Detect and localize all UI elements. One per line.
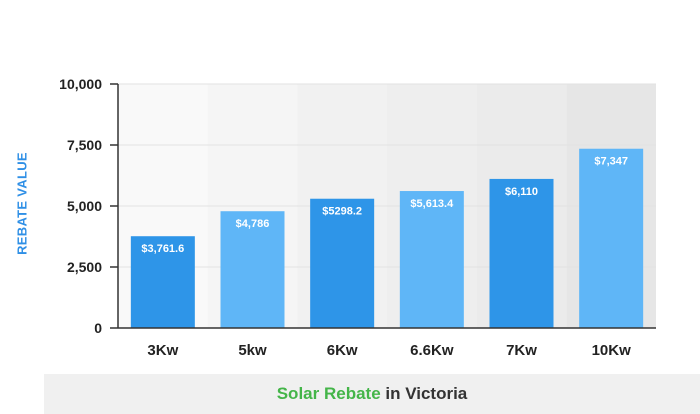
bar xyxy=(399,191,464,328)
bar xyxy=(310,198,375,328)
y-tick-label: 10,000 xyxy=(59,76,102,92)
data-label: $3,761.6 xyxy=(141,243,184,255)
x-tick-label: 3Kw xyxy=(147,342,178,359)
data-label: $6,110 xyxy=(505,186,538,198)
x-tick-label: 10Kw xyxy=(592,342,632,359)
data-label: $5298.2 xyxy=(322,206,362,218)
x-tick-label: 7Kw xyxy=(506,342,537,359)
caption-accent: Solar Rebate xyxy=(276,384,381,403)
x-tick-label: 6.6Kw xyxy=(410,342,454,359)
data-label: $5,613.4 xyxy=(410,198,454,210)
caption-rest: in Victoria xyxy=(380,384,468,403)
bar xyxy=(489,178,554,328)
bar xyxy=(220,211,285,328)
bar xyxy=(130,236,195,328)
y-tick-label: 7,500 xyxy=(67,137,102,153)
data-label: $4,786 xyxy=(236,218,270,230)
caption-bar xyxy=(44,374,700,414)
left-strip xyxy=(0,0,44,414)
x-tick-label: 6Kw xyxy=(327,342,358,359)
x-tick-label: 5kw xyxy=(238,342,267,359)
bar xyxy=(579,148,644,328)
chart-caption: Solar Rebate in Victoria xyxy=(44,374,700,414)
y-tick-label: 0 xyxy=(94,320,102,336)
y-tick-label: 2,500 xyxy=(67,259,102,275)
y-tick-label: 5,000 xyxy=(67,198,102,214)
data-label: $7,347 xyxy=(594,156,628,168)
